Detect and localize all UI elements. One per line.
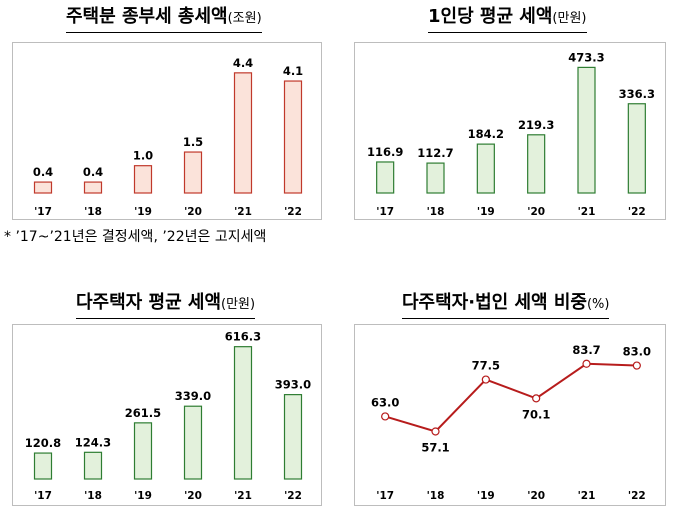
chart-3-panel: 120.8 124.3 261.5 339.0 616.3 393.0 '17 '18 '19 '…	[12, 324, 322, 506]
chart-4-data-label: 83.7	[572, 343, 600, 357]
chart-1-bar	[283, 80, 303, 194]
chart-1-title-text: 주택분 종부세 총세액	[66, 6, 228, 27]
chart-1-data-label: 4.1	[283, 64, 303, 78]
chart-3-unit: (만원)	[221, 297, 256, 312]
chart-4-title-underline	[402, 318, 610, 319]
chart-1-title: 주택분 종부세 총세액(조원)	[66, 6, 262, 33]
chart-2-title-text: 1인당 평균 세액	[428, 6, 553, 27]
chart-4-data-label: 63.0	[371, 395, 399, 409]
chart-2-tick-label: '18	[427, 206, 445, 218]
chart-3-title-underline	[76, 318, 256, 319]
chart-4-point	[381, 412, 390, 421]
chart-1-title-underline	[66, 32, 262, 33]
chart-3-data-label: 120.8	[25, 436, 61, 450]
chart-4-point	[582, 359, 591, 368]
chart-4-title-text: 다주택자·법인 세액 비중	[402, 292, 587, 313]
chart-4-title: 다주택자·법인 세액 비중(%)	[402, 292, 610, 319]
chart-1-unit: (조원)	[227, 11, 262, 26]
chart-1-data-label: 4.4	[233, 56, 253, 70]
chart-1-data-label: 1.5	[183, 135, 203, 149]
chart-1-data-label: 0.4	[33, 165, 53, 179]
chart-3-data-label: 616.3	[225, 330, 261, 344]
chart-3-title-text: 다주택자 평균 세액	[76, 292, 222, 313]
chart-4-point	[532, 394, 541, 403]
chart-1-bar	[133, 165, 153, 194]
chart-4-tick-label: '17	[376, 490, 394, 502]
chart-2-tick-label: '20	[527, 206, 545, 218]
chart-1-tick-label: '18	[84, 206, 102, 218]
chart-1-bar	[183, 151, 203, 194]
chart-1-panel: 0.4 0.4 1.0 1.5 4.4 4.1 '17 '18 '19 '20 '21 '22	[12, 42, 322, 220]
chart-3-bar	[83, 451, 103, 480]
chart-4-panel: 63.0 57.1 77.5 70.1 83.7 83.0 '17 '18 '19 '20 '21 '…	[354, 324, 666, 506]
chart-3-tick-label: '17	[34, 490, 52, 502]
chart-3-tick-label: '22	[284, 490, 302, 502]
chart-2-bar	[476, 143, 495, 194]
chart-2-bar	[577, 66, 596, 194]
chart-3-title: 다주택자 평균 세액(만원)	[76, 292, 256, 319]
chart-4-data-label: 70.1	[522, 407, 550, 421]
chart-1-tick-label: '22	[284, 206, 302, 218]
chart-2-unit: (만원)	[552, 11, 587, 26]
chart-4-tick-label: '22	[628, 490, 646, 502]
chart-2-title: 1인당 평균 세액(만원)	[428, 6, 587, 33]
chart-3-svg: 120.8 124.3 261.5 339.0 616.3 393.0 '17 '18 '19 '…	[25, 330, 311, 502]
chart-2-data-label: 116.9	[367, 145, 403, 159]
chart-1-tick-label: '20	[184, 206, 202, 218]
chart-4-data-label: 77.5	[472, 359, 500, 373]
chart-3-bar	[233, 346, 253, 480]
chart-4-tick-label: '19	[477, 490, 495, 502]
chart-4-data-label: 83.0	[623, 345, 651, 359]
chart-2-data-label: 112.7	[417, 146, 453, 160]
chart-2-tick-label: '17	[376, 206, 394, 218]
footnote: * ’17~’21년은 결정세액, ’22년은 고지세액	[4, 229, 267, 245]
chart-1-data-label: 1.0	[133, 149, 153, 163]
chart-2-svg: 116.9 112.7 184.2 219.3 473.3 336.3 '17 '18 '19 '…	[367, 50, 655, 218]
chart-2-data-label: 184.2	[468, 127, 504, 141]
chart-4-point	[632, 361, 641, 370]
chart-3-data-label: 393.0	[275, 378, 311, 392]
chart-2-bar	[527, 134, 546, 194]
chart-2-panel: 116.9 112.7 184.2 219.3 473.3 336.3 '17 '18 '19 '…	[354, 42, 666, 220]
chart-2-bar	[376, 161, 395, 194]
chart-1-bar	[33, 181, 53, 194]
chart-4-point	[431, 427, 440, 436]
chart-2-bar	[426, 162, 445, 194]
chart-4-tick-label: '21	[578, 490, 596, 502]
chart-1-svg: 0.4 0.4 1.0 1.5 4.4 4.1 '17 '18 '19 '20 '21 '22	[33, 56, 303, 218]
chart-1-tick-label: '21	[234, 206, 252, 218]
chart-1-data-label: 0.4	[83, 165, 103, 179]
chart-3-tick-label: '19	[134, 490, 152, 502]
chart-4-tick-label: '20	[527, 490, 545, 502]
chart-3-tick-label: '20	[184, 490, 202, 502]
chart-1-tick-label: '17	[34, 206, 52, 218]
chart-3-bar	[133, 422, 153, 480]
chart-3-bar	[33, 452, 53, 480]
chart-3-tick-label: '18	[84, 490, 102, 502]
chart-4-unit: (%)	[586, 297, 610, 312]
chart-2-tick-label: '22	[628, 206, 646, 218]
chart-2-bar	[627, 103, 646, 194]
chart-3-bar	[183, 405, 203, 480]
chart-2-tick-label: '19	[477, 206, 495, 218]
chart-2-data-label: 219.3	[518, 118, 554, 132]
chart-4-svg: 63.0 57.1 77.5 70.1 83.7 83.0 '17 '18 '19 '20 '21 '…	[371, 343, 651, 502]
chart-1-tick-label: '19	[134, 206, 152, 218]
chart-4-series-line	[384, 362, 637, 433]
chart-3-tick-label: '21	[234, 490, 252, 502]
chart-2-data-label: 336.3	[619, 87, 655, 101]
chart-3-data-label: 124.3	[75, 435, 111, 449]
chart-4-point	[481, 375, 490, 384]
chart-3-data-label: 339.0	[175, 389, 211, 403]
chart-2-tick-label: '21	[578, 206, 596, 218]
chart-1-bar	[233, 72, 253, 194]
chart-3-data-label: 261.5	[125, 406, 161, 420]
chart-1-bar	[83, 181, 103, 194]
chart-2-title-underline	[428, 32, 587, 33]
chart-4-tick-label: '18	[427, 490, 445, 502]
chart-3-bar	[283, 394, 303, 480]
chart-4-data-label: 57.1	[421, 440, 449, 454]
chart-2-data-label: 473.3	[568, 50, 604, 64]
